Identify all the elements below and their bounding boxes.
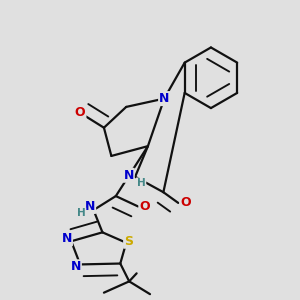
Text: H: H	[77, 208, 85, 218]
Text: H: H	[137, 178, 146, 188]
Text: N: N	[85, 200, 95, 213]
Text: N: N	[61, 232, 72, 245]
Text: N: N	[70, 260, 81, 273]
Text: S: S	[124, 235, 133, 248]
Text: N: N	[159, 92, 169, 105]
Text: O: O	[180, 196, 191, 209]
Text: N: N	[123, 169, 134, 182]
Text: O: O	[139, 200, 150, 213]
Text: O: O	[75, 106, 86, 119]
